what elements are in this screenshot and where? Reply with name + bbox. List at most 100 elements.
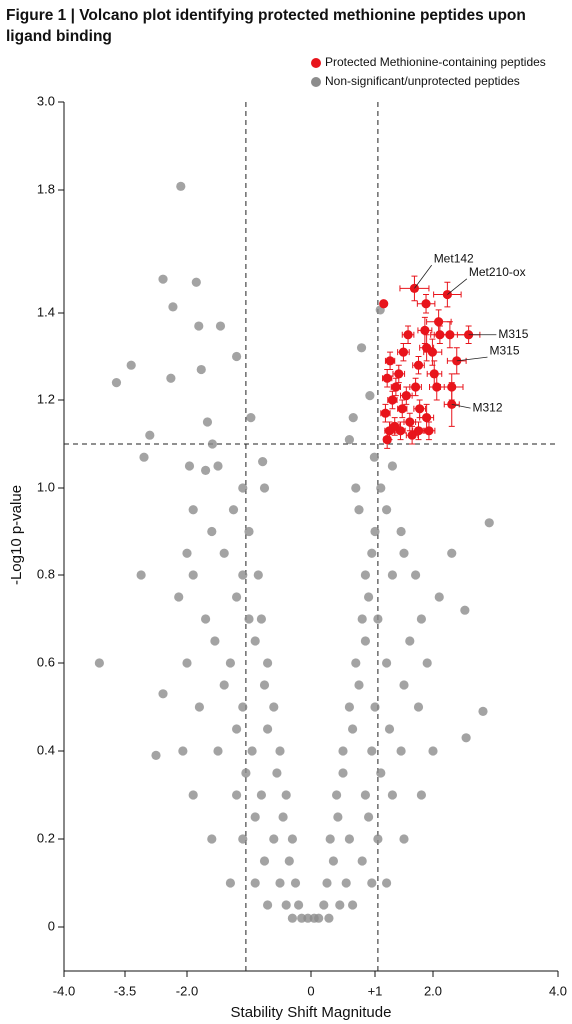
y-tick-label: 1.2 xyxy=(37,391,55,406)
point xyxy=(387,790,397,800)
point xyxy=(194,702,204,712)
annotation: Met142 xyxy=(434,251,474,265)
point xyxy=(391,382,401,392)
point xyxy=(232,351,242,362)
y-tick-label: 0.8 xyxy=(37,566,55,581)
point xyxy=(411,382,421,392)
point xyxy=(259,856,270,866)
y-tick-label: 0.6 xyxy=(37,654,55,669)
annotation-leader xyxy=(414,264,433,289)
point xyxy=(232,790,242,800)
point xyxy=(94,658,104,668)
point xyxy=(207,526,217,537)
point xyxy=(382,435,392,445)
point xyxy=(244,526,254,537)
point xyxy=(427,347,438,357)
point xyxy=(158,274,168,284)
point xyxy=(238,702,248,712)
point xyxy=(341,878,351,888)
point xyxy=(364,812,374,822)
x-tick-label: 0 xyxy=(307,983,314,998)
point xyxy=(328,856,338,866)
point xyxy=(325,834,335,844)
point xyxy=(168,302,178,312)
point xyxy=(387,395,397,405)
point xyxy=(213,746,223,756)
point xyxy=(387,570,397,580)
x-tick-label: -3.5 xyxy=(114,983,136,998)
point xyxy=(294,900,304,910)
y-tick-label: 0.4 xyxy=(37,742,55,757)
annotation: M312 xyxy=(473,400,503,414)
point xyxy=(369,452,379,462)
point xyxy=(373,614,383,624)
y-tick-label: 1.0 xyxy=(37,479,55,494)
point xyxy=(447,548,457,558)
point xyxy=(415,404,425,414)
point xyxy=(258,457,268,467)
x-tick-label: 2.0 xyxy=(424,983,442,998)
x-tick-label: +1 xyxy=(368,983,383,998)
point xyxy=(232,724,242,734)
point xyxy=(382,505,392,515)
point xyxy=(290,878,301,888)
point xyxy=(111,378,122,388)
point xyxy=(182,658,192,668)
point xyxy=(232,592,242,602)
point xyxy=(405,636,415,646)
point xyxy=(219,680,229,690)
point xyxy=(422,658,432,668)
x-tick-label: -4.0 xyxy=(53,983,75,998)
point xyxy=(416,790,426,800)
point xyxy=(354,505,364,515)
point xyxy=(272,768,282,778)
point xyxy=(263,724,273,734)
point xyxy=(335,900,345,910)
point xyxy=(210,636,220,646)
point xyxy=(253,570,263,580)
annotation: Met210-ox xyxy=(469,265,526,279)
point xyxy=(333,812,343,822)
point xyxy=(202,417,213,427)
point xyxy=(322,878,332,888)
point xyxy=(396,526,406,537)
legend-marker xyxy=(311,77,321,87)
point xyxy=(435,330,445,340)
point xyxy=(219,548,229,558)
point xyxy=(238,483,248,493)
point xyxy=(484,518,494,528)
point xyxy=(269,702,279,712)
point xyxy=(401,391,411,401)
point xyxy=(351,658,361,668)
point xyxy=(256,790,266,800)
point xyxy=(360,636,370,646)
point xyxy=(398,347,409,357)
point xyxy=(228,505,239,515)
point xyxy=(281,900,291,910)
point xyxy=(263,658,273,668)
point xyxy=(370,526,380,537)
point xyxy=(348,724,358,734)
point xyxy=(399,834,409,844)
point xyxy=(278,812,288,822)
point xyxy=(370,702,380,712)
point xyxy=(413,426,424,436)
point xyxy=(413,702,424,712)
point xyxy=(411,570,421,580)
x-tick-label: 4.0 xyxy=(549,983,567,998)
point xyxy=(395,426,406,436)
point xyxy=(434,592,444,602)
point xyxy=(136,570,146,580)
point xyxy=(247,746,257,756)
point xyxy=(256,614,266,624)
point xyxy=(376,768,386,778)
point xyxy=(376,483,386,493)
point xyxy=(158,689,168,699)
point xyxy=(385,356,395,366)
annotation-leader xyxy=(451,404,471,409)
y-tick-label: 1.4 xyxy=(37,304,55,319)
point xyxy=(432,382,442,392)
x-tick-label: -2.0 xyxy=(176,983,198,998)
point xyxy=(356,343,367,353)
